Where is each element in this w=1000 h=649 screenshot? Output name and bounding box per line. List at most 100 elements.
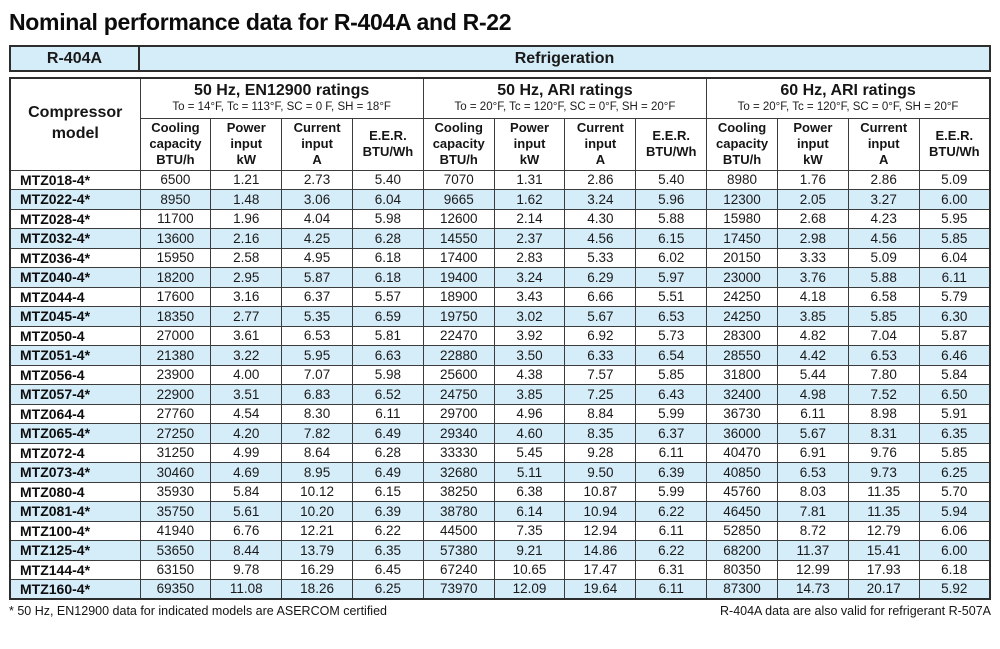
table-row: MTZ051-4* 21380 3.22 5.95 6.63 22880 3.5… bbox=[9, 345, 991, 366]
data-cell: 5.85 bbox=[635, 364, 708, 385]
data-cell: 4.00 bbox=[210, 364, 283, 385]
data-cell: 4.56 bbox=[564, 228, 637, 249]
col-header-current-input: Current input A bbox=[564, 117, 637, 171]
group-conditions: To = 20°F, Tc = 120°F, SC = 0°F, SH = 20… bbox=[454, 100, 676, 113]
data-cell: 7.82 bbox=[281, 423, 353, 444]
data-cell: 14.86 bbox=[564, 540, 637, 561]
data-cell: 18200 bbox=[139, 267, 212, 288]
data-cell: 22470 bbox=[422, 325, 495, 346]
table-row: MTZ080-4 35930 5.84 10.12 6.15 38250 6.3… bbox=[9, 481, 991, 502]
data-cell: 8.72 bbox=[776, 520, 849, 541]
data-cell: 32680 bbox=[422, 462, 495, 483]
data-cell: 3.06 bbox=[281, 189, 353, 210]
data-cell: 2.73 bbox=[281, 169, 353, 190]
data-cell: 5.97 bbox=[635, 267, 708, 288]
data-cell: 4.54 bbox=[210, 403, 283, 424]
data-cell: 5.88 bbox=[635, 208, 708, 229]
data-cell: 12600 bbox=[422, 208, 495, 229]
data-cell: 6.31 bbox=[635, 559, 708, 580]
compressor-model-cell: MTZ036-4* bbox=[9, 247, 141, 268]
data-cell: 5.98 bbox=[351, 364, 424, 385]
data-cell: 12.79 bbox=[847, 520, 920, 541]
table-row: MTZ081-4* 35750 5.61 10.20 6.39 38780 6.… bbox=[9, 501, 991, 522]
data-cell: 6.22 bbox=[635, 540, 708, 561]
table-row: MTZ044-4 17600 3.16 6.37 5.57 18900 3.43… bbox=[9, 286, 991, 307]
data-cell: 6.53 bbox=[281, 325, 353, 346]
data-cell: 41940 bbox=[139, 520, 212, 541]
data-cell: 4.98 bbox=[776, 384, 849, 405]
table-row: MTZ125-4* 53650 8.44 13.79 6.35 57380 9.… bbox=[9, 540, 991, 561]
data-cell: 6.52 bbox=[351, 384, 424, 405]
data-cell: 63150 bbox=[139, 559, 212, 580]
data-cell: 57380 bbox=[422, 540, 495, 561]
data-cell: 17.93 bbox=[847, 559, 920, 580]
data-cell: 6.63 bbox=[351, 345, 424, 366]
compressor-model-cell: MTZ028-4* bbox=[9, 208, 141, 229]
data-cell: 4.96 bbox=[493, 403, 566, 424]
data-cell: 13.79 bbox=[281, 540, 353, 561]
data-cell: 5.51 bbox=[635, 286, 708, 307]
data-cell: 8.95 bbox=[281, 462, 353, 483]
compressor-model-cell: MTZ057-4* bbox=[9, 384, 141, 405]
data-cell: 4.60 bbox=[493, 423, 566, 444]
data-cell: 5.11 bbox=[493, 462, 566, 483]
table-row: MTZ045-4* 18350 2.77 5.35 6.59 19750 3.0… bbox=[9, 306, 991, 327]
data-cell: 17450 bbox=[706, 228, 778, 249]
data-cell: 3.85 bbox=[776, 306, 849, 327]
table-row: MTZ064-4 27760 4.54 8.30 6.11 29700 4.96… bbox=[9, 403, 991, 424]
data-cell: 16.29 bbox=[281, 559, 353, 580]
data-cell: 6.76 bbox=[210, 520, 283, 541]
data-cell: 4.42 bbox=[776, 345, 849, 366]
group-conditions: To = 20°F, Tc = 120°F, SC = 0°F, SH = 20… bbox=[737, 100, 959, 113]
compressor-model-cell: MTZ073-4* bbox=[9, 462, 141, 483]
group-title: 50 Hz, EN12900 ratings bbox=[194, 82, 370, 100]
table-row: MTZ022-4* 8950 1.48 3.06 6.04 9665 1.62 … bbox=[9, 189, 991, 210]
data-cell: 40470 bbox=[706, 442, 778, 463]
data-cell: 10.65 bbox=[493, 559, 566, 580]
table-row: MTZ073-4* 30460 4.69 8.95 6.49 32680 5.1… bbox=[9, 462, 991, 483]
data-cell: 5.40 bbox=[351, 169, 424, 190]
data-cell: 15.41 bbox=[847, 540, 920, 561]
data-cell: 18.26 bbox=[281, 579, 353, 600]
data-cell: 6.37 bbox=[281, 286, 353, 307]
data-cell: 6.18 bbox=[351, 247, 424, 268]
data-cell: 6.04 bbox=[918, 247, 991, 268]
data-cell: 6.39 bbox=[351, 501, 424, 522]
data-cell: 9.21 bbox=[493, 540, 566, 561]
data-cell: 4.69 bbox=[210, 462, 283, 483]
data-cell: 6.25 bbox=[351, 579, 424, 600]
table-row: MTZ056-4 23900 4.00 7.07 5.98 25600 4.38… bbox=[9, 364, 991, 385]
compressor-model-cell: MTZ065-4* bbox=[9, 423, 141, 444]
data-cell: 2.86 bbox=[847, 169, 920, 190]
data-cell: 2.68 bbox=[776, 208, 849, 229]
data-cell: 1.96 bbox=[210, 208, 283, 229]
compressor-model-cell: MTZ032-4* bbox=[9, 228, 141, 249]
data-cell: 2.95 bbox=[210, 267, 283, 288]
data-cell: 20150 bbox=[706, 247, 778, 268]
data-cell: 12300 bbox=[706, 189, 778, 210]
data-cell: 2.77 bbox=[210, 306, 283, 327]
data-cell: 5.95 bbox=[918, 208, 991, 229]
data-cell: 5.87 bbox=[281, 267, 353, 288]
data-cell: 6.11 bbox=[918, 267, 991, 288]
compressor-model-cell: MTZ051-4* bbox=[9, 345, 141, 366]
compressor-model-cell: MTZ081-4* bbox=[9, 501, 141, 522]
footnotes: * 50 Hz, EN12900 data for indicated mode… bbox=[9, 604, 991, 618]
data-cell: 5.33 bbox=[564, 247, 637, 268]
data-cell: 6.53 bbox=[847, 345, 920, 366]
data-cell: 5.91 bbox=[918, 403, 991, 424]
data-cell: 9.78 bbox=[210, 559, 283, 580]
table-row: MTZ018-4* 6500 1.21 2.73 5.40 7070 1.31 … bbox=[9, 169, 991, 190]
data-cell: 8.35 bbox=[564, 423, 637, 444]
data-cell: 7.57 bbox=[564, 364, 637, 385]
col-header-cooling-capacity: Cooling capacity BTU/h bbox=[706, 117, 778, 171]
data-cell: 4.82 bbox=[776, 325, 849, 346]
data-cell: 30460 bbox=[139, 462, 212, 483]
data-cell: 6.37 bbox=[635, 423, 708, 444]
data-cell: 68200 bbox=[706, 540, 778, 561]
data-cell: 7.52 bbox=[847, 384, 920, 405]
data-cell: 6.35 bbox=[351, 540, 424, 561]
data-cell: 6500 bbox=[139, 169, 212, 190]
data-cell: 6.14 bbox=[493, 501, 566, 522]
data-cell: 3.16 bbox=[210, 286, 283, 307]
